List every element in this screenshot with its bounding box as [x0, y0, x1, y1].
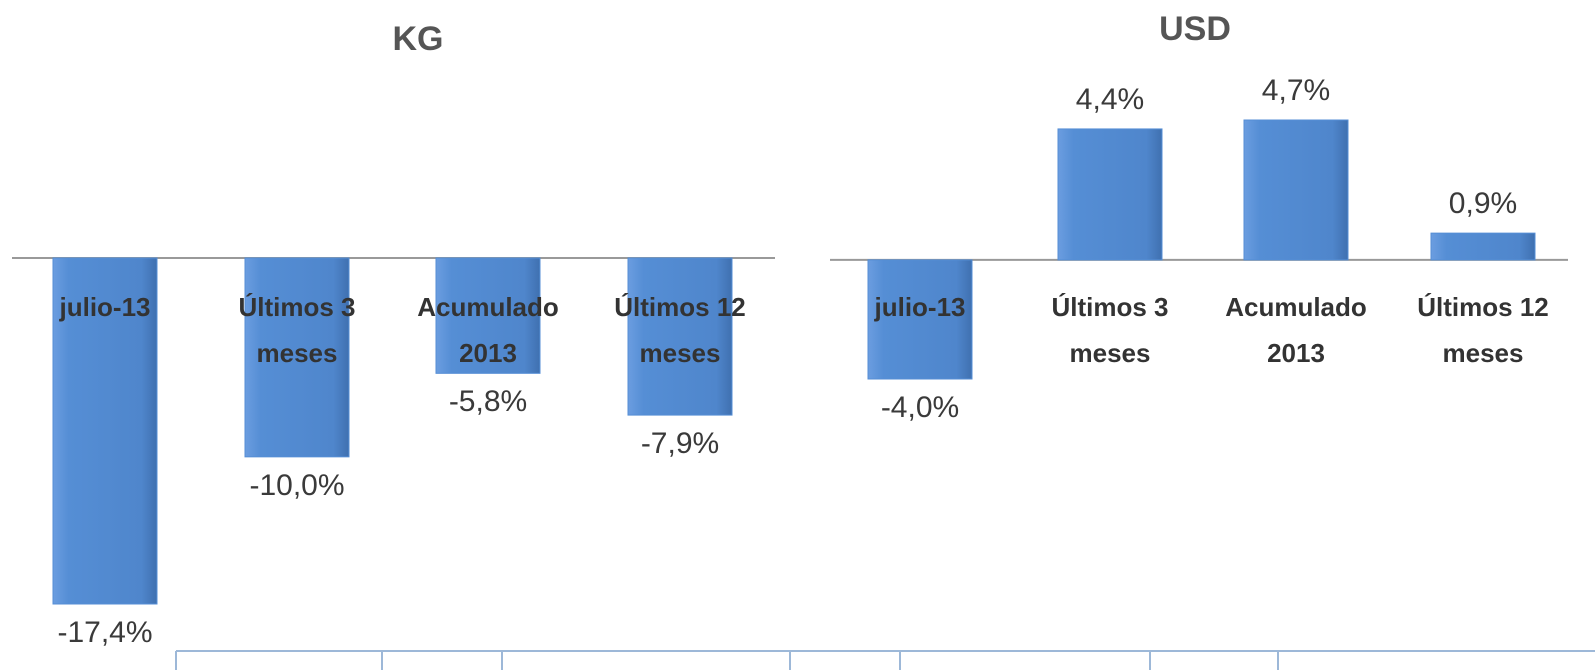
- bar: [435, 257, 541, 374]
- category-label: Últimos 3 meses: [1051, 292, 1169, 368]
- category-label: julio-13: [59, 292, 151, 322]
- value-label: -10,0%: [249, 468, 345, 502]
- value-label: 4,7%: [1261, 74, 1331, 107]
- value-label: 0,9%: [1448, 187, 1518, 221]
- category-label: Últimos 12 meses: [614, 292, 746, 368]
- bar: [627, 257, 733, 416]
- chart-title: USD: [1159, 10, 1231, 48]
- category-label: Acumulado 2013: [1225, 292, 1367, 368]
- bar: [1430, 232, 1536, 261]
- bar: [244, 257, 350, 458]
- category-label: Acumulado 2013: [417, 292, 559, 368]
- category-label: Últimos 12 meses: [1417, 292, 1549, 368]
- value-label: -17,4%: [57, 616, 153, 649]
- category-label: julio-13: [874, 292, 966, 322]
- bar: [1057, 128, 1163, 261]
- bar: [1243, 119, 1349, 261]
- value-label: -7,9%: [640, 427, 720, 461]
- bottom-grid: [175, 650, 1595, 670]
- value-label: -4,0%: [880, 391, 960, 424]
- chart-title: KG: [392, 20, 444, 58]
- value-label: -5,8%: [448, 385, 528, 419]
- category-label: Últimos 3 meses: [238, 292, 356, 368]
- value-label: 4,4%: [1075, 82, 1145, 116]
- bar: [867, 259, 973, 380]
- bar: [52, 257, 158, 605]
